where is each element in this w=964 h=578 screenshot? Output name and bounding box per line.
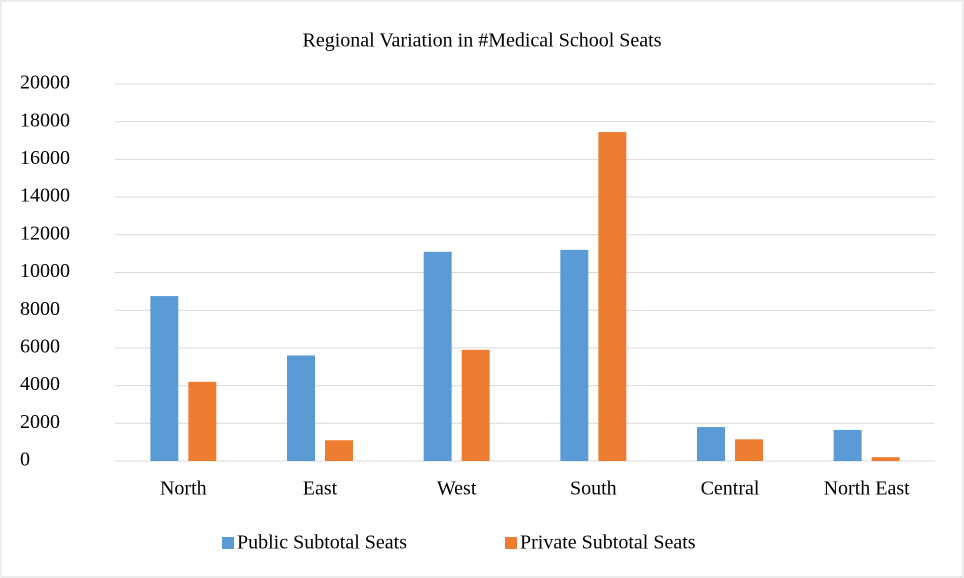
bar <box>833 429 862 461</box>
bar <box>871 457 900 461</box>
x-tick-label: West <box>437 478 477 500</box>
x-tick-label: East <box>303 478 338 500</box>
y-tick-label: 8000 <box>20 298 60 320</box>
y-tick-label: 20000 <box>20 72 70 94</box>
y-tick-label: 12000 <box>20 222 70 244</box>
legend-label: Private Subtotal Seats <box>520 532 696 554</box>
bar <box>325 440 353 461</box>
legend-label: Public Subtotal Seats <box>237 532 407 554</box>
x-tick-label: North <box>160 478 207 500</box>
bar <box>461 349 490 461</box>
y-tick-label: 4000 <box>20 373 60 395</box>
bar <box>598 132 627 461</box>
bar <box>423 251 452 461</box>
bar <box>150 296 179 461</box>
bar <box>560 249 589 461</box>
y-tick-label: 18000 <box>20 109 70 131</box>
bar <box>287 355 315 461</box>
chart-title: Regional Variation in #Medical School Se… <box>302 30 661 52</box>
x-tick-label: Central <box>701 478 760 500</box>
x-tick-label: South <box>570 478 617 500</box>
y-tick-label: 10000 <box>20 260 70 282</box>
y-tick-label: 6000 <box>20 335 60 357</box>
x-tick-label: North East <box>824 478 911 500</box>
legend-swatch <box>222 537 234 549</box>
y-tick-label: 0 <box>20 449 30 471</box>
legend-swatch <box>505 537 517 549</box>
y-tick-label: 14000 <box>20 185 70 207</box>
y-tick-label: 16000 <box>20 147 70 169</box>
y-tick-label: 2000 <box>20 411 60 433</box>
bar <box>188 381 217 461</box>
bar <box>735 439 763 461</box>
bar <box>697 427 725 461</box>
